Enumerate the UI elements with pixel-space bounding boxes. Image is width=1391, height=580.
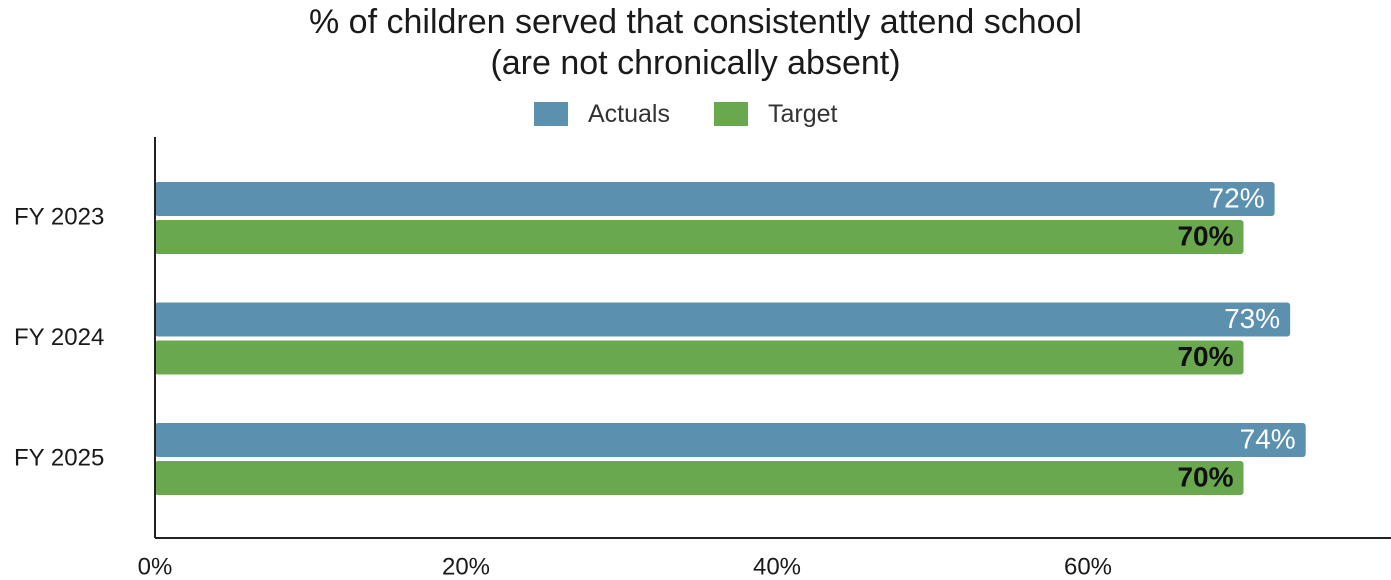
bar-value-label: 74% <box>1240 423 1296 454</box>
bar-actuals-fy-2023 <box>155 182 1275 216</box>
legend-swatch-target <box>713 102 748 126</box>
chart-title-line-2: (are not chronically absent) <box>490 44 901 82</box>
bar-target-fy-2025 <box>155 461 1244 495</box>
bar-target-fy-2023 <box>155 220 1244 254</box>
legend-item-target: Target <box>713 99 838 129</box>
legend-label-target: Target <box>767 99 838 128</box>
bar-actuals-fy-2025 <box>155 423 1306 457</box>
x-tick-label: 60% <box>1064 553 1112 580</box>
x-tick-label: 40% <box>753 553 801 580</box>
bar-target-fy-2024 <box>155 340 1244 375</box>
chart-legend: Actuals Target <box>534 98 837 130</box>
legend-swatch-actuals <box>534 102 568 126</box>
x-tick-label: 0% <box>138 553 173 580</box>
chart-title: % of children served that consistently a… <box>0 2 1391 84</box>
x-tick-label: 20% <box>442 553 490 580</box>
chart-title-line-1: % of children served that consistently a… <box>309 3 1082 41</box>
bar-value-label: 70% <box>1177 341 1233 372</box>
legend-item-actuals: Actuals <box>534 100 670 129</box>
category-label: FY 2023 <box>14 203 104 230</box>
bar-value-label: 70% <box>1177 220 1233 251</box>
category-label: FY 2025 <box>14 444 104 471</box>
bar-actuals-fy-2024 <box>155 302 1291 337</box>
bar-value-label: 70% <box>1177 461 1233 492</box>
legend-label-actuals: Actuals <box>588 99 670 128</box>
bar-value-label: 72% <box>1209 182 1265 213</box>
category-label: FY 2024 <box>14 324 104 351</box>
bar-value-label: 73% <box>1224 303 1280 334</box>
